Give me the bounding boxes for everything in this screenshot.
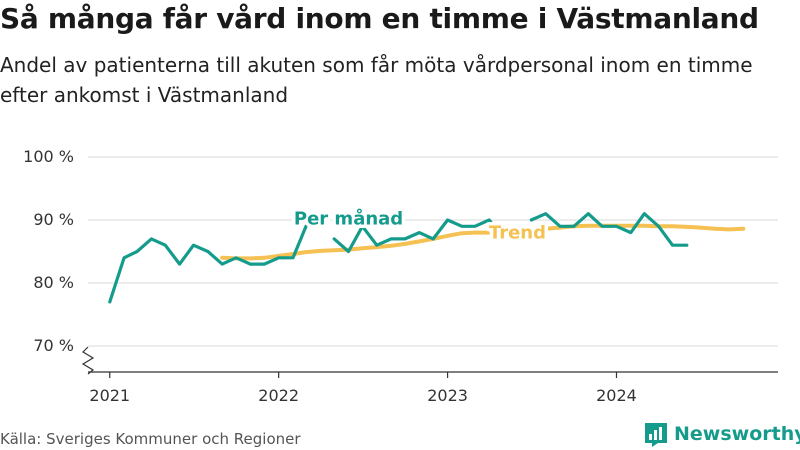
trend-label: Trend (489, 223, 546, 244)
axis-break-icon (81, 346, 95, 375)
y-tick-label: 70 % (33, 336, 74, 355)
monthly-line (332, 218, 505, 254)
source-note: Källa: Sveriges Kommuner och Regioner (0, 430, 301, 448)
chart-subtitle: Andel av patienterna till akuten som får… (0, 53, 753, 107)
brand-name: Newsworthy (674, 423, 800, 445)
x-tick-label: 2024 (596, 386, 637, 405)
y-tick-label: 90 % (33, 210, 74, 229)
x-tick-label: 2021 (89, 386, 130, 405)
newsworthy-logo-icon (645, 423, 667, 447)
monthly-line (108, 224, 308, 304)
x-tick-label: 2023 (427, 386, 468, 405)
monthly-label: Per månad (294, 208, 403, 230)
chart-title: Så många får vård inom en timme i Västma… (0, 2, 759, 35)
monthly-line (529, 212, 689, 247)
y-tick-label: 100 % (23, 147, 74, 166)
x-tick-label: 2022 (258, 386, 299, 405)
y-tick-label: 80 % (33, 273, 74, 292)
brand-logo: Newsworthy (644, 420, 800, 448)
